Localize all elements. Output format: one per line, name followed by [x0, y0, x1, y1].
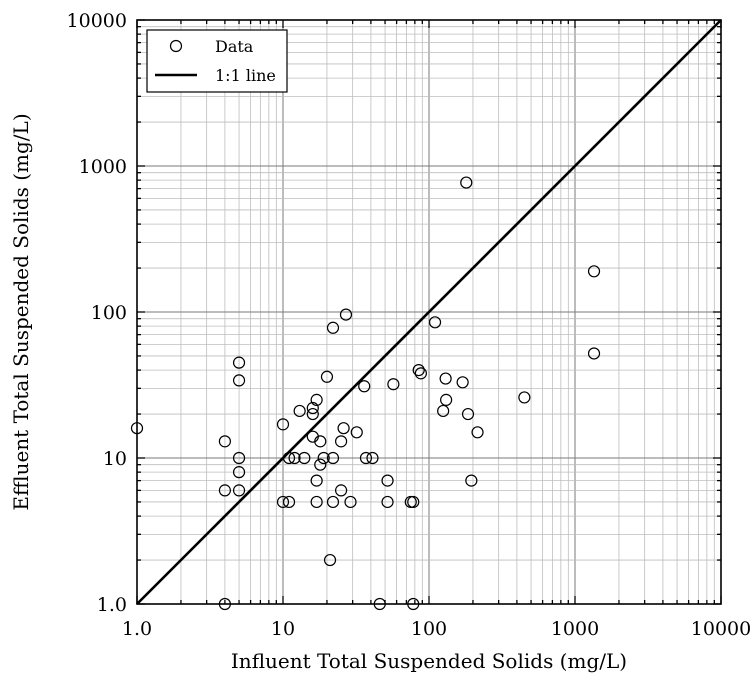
data-point — [440, 393, 453, 407]
data-point — [439, 372, 452, 385]
data-point — [587, 265, 601, 278]
x-tick-labels: 1.0 10 100 1000 10000 — [122, 618, 751, 640]
data-point — [359, 451, 373, 465]
data-point — [465, 474, 478, 487]
data-point — [407, 495, 420, 509]
data-point — [456, 376, 469, 389]
axis-ticks — [136, 19, 722, 605]
one-to-one-line — [136, 19, 722, 605]
data-point — [232, 466, 246, 479]
data-point — [358, 380, 371, 393]
y-tick-label: 10 — [103, 448, 127, 470]
data-point — [339, 308, 353, 321]
data-point — [306, 407, 319, 421]
data-point — [317, 451, 330, 465]
legend-label-data: Data — [215, 37, 254, 56]
data-point — [387, 378, 400, 391]
data-point — [471, 426, 484, 439]
data-point — [320, 370, 334, 383]
data-point — [232, 356, 246, 369]
data-point — [334, 435, 348, 448]
y-tick-label: 10000 — [67, 10, 127, 32]
legend-box — [146, 29, 288, 93]
data-point — [381, 474, 394, 487]
data-point — [461, 407, 475, 421]
data-point — [232, 484, 246, 497]
one-to-one-line-layer — [136, 19, 722, 605]
x-tick-label: 10000 — [691, 618, 751, 640]
data-point — [381, 495, 394, 509]
y-tick-label: 1000 — [79, 156, 127, 178]
data-point — [344, 495, 357, 509]
data-point — [587, 347, 601, 360]
data-point — [232, 451, 246, 465]
data-point — [334, 484, 348, 497]
data-point — [437, 404, 450, 418]
data-point — [314, 458, 327, 471]
data-point — [310, 495, 323, 509]
data-point — [326, 495, 340, 509]
data-point — [282, 495, 296, 509]
legend-circle-marker — [169, 39, 183, 53]
data-points — [130, 176, 601, 611]
data-point — [460, 176, 473, 189]
legend: Data 1:1 line — [146, 29, 288, 93]
x-tick-label: 1.0 — [122, 618, 152, 640]
data-point — [276, 418, 290, 431]
x-tick-label: 1000 — [551, 618, 599, 640]
data-point — [326, 321, 340, 334]
data-point — [326, 451, 340, 465]
data-point — [518, 391, 531, 404]
data-point — [310, 393, 323, 407]
data-point — [323, 553, 337, 567]
data-point — [218, 484, 232, 497]
data-point — [232, 374, 246, 387]
x-tick-label: 100 — [411, 618, 447, 640]
data-point — [298, 451, 311, 465]
y-tick-labels: 1.0 10 100 1000 10000 — [67, 10, 127, 616]
data-point — [276, 495, 290, 509]
data-point — [288, 451, 301, 465]
data-point — [428, 316, 442, 329]
data-point — [314, 435, 327, 448]
data-point — [350, 426, 363, 439]
data-point — [414, 367, 427, 380]
data-point — [337, 422, 350, 435]
x-axis-label: Influent Total Suspended Solids (mg/L) — [231, 649, 627, 673]
legend-label-oneone: 1:1 line — [215, 66, 276, 85]
data-point — [218, 435, 232, 448]
y-axis-label: Effluent Total Suspended Solids (mg/L) — [9, 113, 33, 510]
data-point — [310, 474, 323, 487]
data-point — [412, 363, 425, 377]
y-tick-label: 1.0 — [97, 594, 127, 616]
data-point — [282, 451, 296, 465]
y-tick-label: 100 — [91, 302, 127, 324]
data-point — [366, 451, 379, 465]
x-tick-label: 10 — [271, 618, 295, 640]
data-point — [306, 401, 319, 415]
data-point — [293, 404, 306, 418]
